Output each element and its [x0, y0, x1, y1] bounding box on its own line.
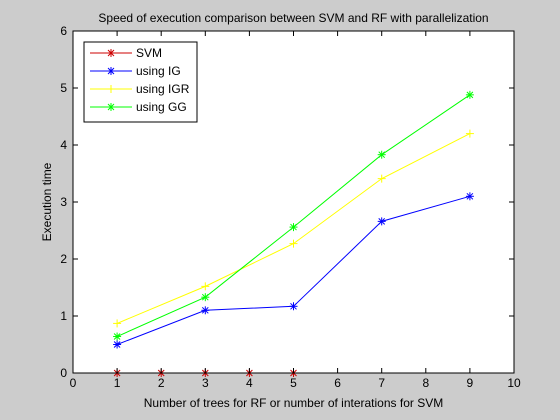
data-point — [201, 293, 210, 302]
data-point — [465, 129, 474, 138]
legend-entries: SVM using IG using IGR using GG — [90, 46, 190, 114]
data-point — [289, 223, 298, 232]
x-tick-label: 5 — [290, 376, 297, 390]
x-tick-label: 4 — [246, 376, 253, 390]
y-tick-label: 0 — [60, 366, 67, 380]
legend: SVM using IG using IGR using GG — [83, 41, 198, 123]
legend-label: using GG — [136, 100, 187, 114]
legend-marker — [107, 67, 115, 75]
legend-label: SVM — [136, 46, 162, 60]
y-tick-label: 1 — [60, 309, 67, 323]
y-tick-label: 2 — [60, 252, 67, 266]
legend-entry-using-gg: using GG — [90, 100, 187, 114]
legend-label: using IG — [136, 64, 181, 78]
series-using-gg — [113, 90, 474, 341]
data-point — [377, 217, 386, 226]
x-tick-label: 0 — [70, 376, 77, 390]
y-tick-label: 6 — [60, 24, 67, 38]
data-point — [465, 90, 474, 99]
y-tick-label: 3 — [60, 195, 67, 209]
data-point — [113, 340, 122, 349]
y-axis-label: Execution time — [40, 162, 54, 241]
x-tick-label: 7 — [378, 376, 385, 390]
data-point — [113, 319, 122, 328]
data-point — [289, 302, 298, 311]
x-tick-label: 2 — [158, 376, 165, 390]
legend-entry-using-ig: using IG — [90, 64, 181, 78]
x-tick-label: 8 — [422, 376, 429, 390]
y-tick-label: 4 — [60, 138, 67, 152]
series-using-ig — [113, 192, 474, 349]
legend-entry-using-igr: using IGR — [90, 82, 190, 96]
x-tick-label: 3 — [202, 376, 209, 390]
plot-frame — [72, 30, 515, 374]
legend-marker — [107, 103, 115, 111]
legend-marker — [107, 85, 115, 93]
legend-marker — [107, 49, 115, 57]
legend-label: using IGR — [136, 82, 190, 96]
x-tick-label: 10 — [507, 376, 521, 390]
x-tick-label: 6 — [334, 376, 341, 390]
data-point — [201, 306, 210, 315]
legend-entry-svm: SVM — [90, 46, 162, 60]
data-point — [289, 239, 298, 248]
y-tick-label: 5 — [60, 81, 67, 95]
data-point — [113, 332, 122, 341]
x-tick-label: 1 — [114, 376, 121, 390]
series-using-igr — [113, 129, 474, 328]
chart-title: Speed of execution comparison between SV… — [98, 11, 488, 25]
x-tick-label: 9 — [467, 376, 474, 390]
data-point — [377, 150, 386, 159]
data-point — [465, 192, 474, 201]
data-point — [377, 174, 386, 183]
legend-box — [83, 41, 198, 123]
data-point — [201, 282, 210, 291]
x-axis-label: Number of trees for RF or number of inte… — [144, 396, 443, 410]
